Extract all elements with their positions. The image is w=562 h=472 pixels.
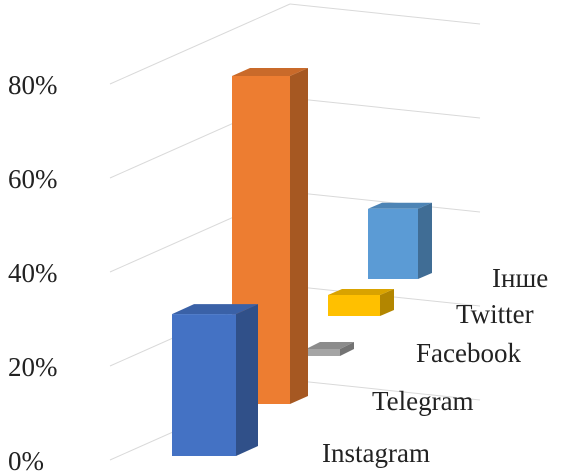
bar-side-face xyxy=(380,289,394,316)
gridline-back xyxy=(109,3,291,85)
bars xyxy=(172,68,432,456)
bar-top-face xyxy=(232,68,308,76)
bar-side-face xyxy=(290,68,308,404)
bar-front-face xyxy=(368,208,418,279)
category-label: Telegram xyxy=(372,386,474,416)
bar-facebook xyxy=(306,342,354,356)
bar-twitter xyxy=(328,289,394,316)
bar-side-face xyxy=(236,304,258,456)
bar-top-face xyxy=(328,289,394,295)
gridline-side xyxy=(289,3,481,25)
bar-side-face xyxy=(418,202,432,279)
gridline-side xyxy=(289,97,481,119)
category-label: Facebook xyxy=(416,338,521,368)
gridline-side xyxy=(289,379,481,401)
y-tick-label: 0% xyxy=(8,446,44,472)
y-tick-label: 40% xyxy=(8,258,58,288)
category-label: Instagram xyxy=(322,438,430,468)
category-label: Інше xyxy=(492,263,548,293)
bar-інше xyxy=(368,202,432,279)
bar-front-face xyxy=(172,314,236,456)
category-labels: Instagram Telegram Facebook Twitter Інше xyxy=(322,263,548,468)
gridline-side xyxy=(289,191,481,213)
gridlines xyxy=(109,3,481,461)
category-label: Twitter xyxy=(456,299,534,329)
bar-top-face xyxy=(172,304,258,315)
y-tick-label: 20% xyxy=(8,352,58,382)
bar-front-face xyxy=(328,295,380,316)
bar-top-face xyxy=(306,342,354,349)
bar-instagram xyxy=(172,304,258,456)
bar-top-face xyxy=(368,202,432,209)
y-axis-ticks: 0% 20% 40% 60% 80% xyxy=(8,70,58,472)
y-tick-label: 80% xyxy=(8,70,58,100)
y-tick-label: 60% xyxy=(8,164,58,194)
bar-front-face xyxy=(306,349,340,356)
bar-side-face xyxy=(340,342,354,356)
